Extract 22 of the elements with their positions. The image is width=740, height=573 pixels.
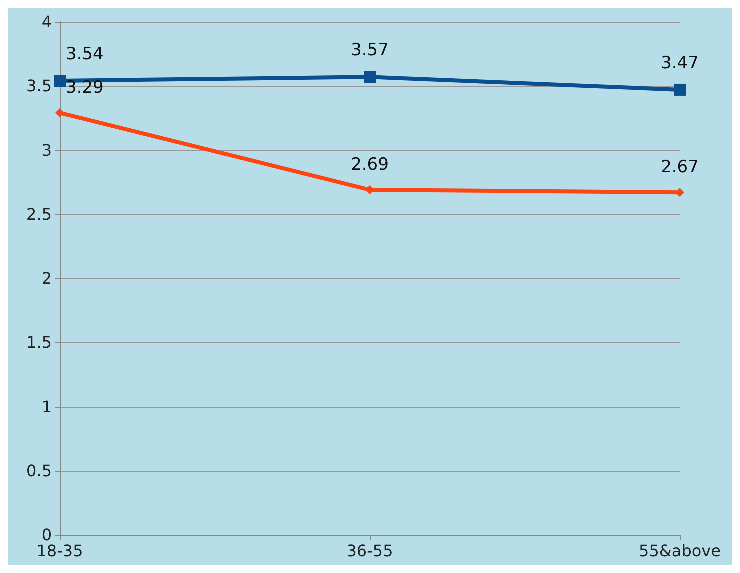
- point: [674, 84, 686, 96]
- y-tick-label: 3: [42, 140, 52, 160]
- data-label: 3.54: [66, 44, 104, 64]
- data-label: 3.47: [661, 53, 699, 74]
- point: [54, 74, 66, 87]
- y-tick-label: 2.5: [26, 204, 52, 224]
- data-label: 2.69: [351, 155, 389, 176]
- y-tick-label: 0.5: [26, 461, 52, 480]
- x-tick-label: 36-55: [346, 542, 394, 560]
- y-tick-label: 3.5: [26, 76, 52, 96]
- y-tick-label: 0: [42, 526, 52, 544]
- data-label: 3.57: [351, 40, 389, 61]
- y-tick-label: 1.5: [26, 333, 52, 352]
- point: [364, 71, 376, 84]
- y-tick-label: 2: [42, 269, 52, 288]
- x-tick-label: 55&above: [639, 542, 721, 560]
- y-tick-label: 4: [42, 12, 52, 32]
- y-tick-label: 1: [42, 397, 52, 416]
- data-label: 3.29: [66, 78, 104, 98]
- x-tick-label: 18-35: [36, 542, 84, 560]
- point: [56, 108, 64, 118]
- data-label: 2.67: [661, 158, 699, 178]
